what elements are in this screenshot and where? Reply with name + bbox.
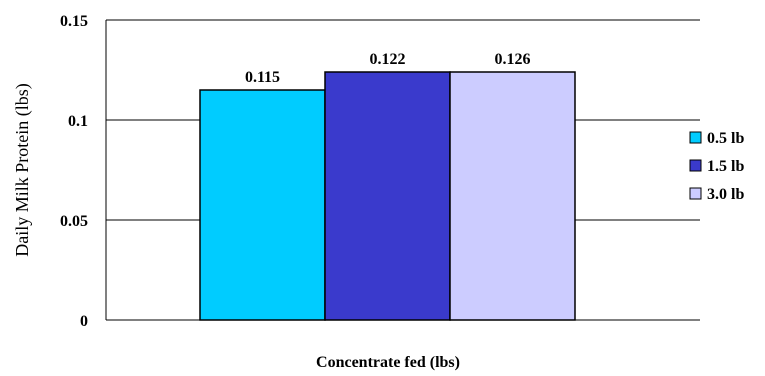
legend-label: 3.0 lb — [707, 186, 744, 203]
legend-swatch — [689, 159, 702, 172]
y-tick-label: 0.05 — [60, 213, 88, 230]
y-tick-label: 0.15 — [60, 13, 88, 30]
y-tick-label: 0.1 — [68, 113, 88, 130]
bar-3-0-lb — [449, 71, 576, 321]
data-label: 0.122 — [370, 51, 406, 68]
legend-label: 0.5 lb — [707, 130, 744, 147]
legend: 0.5 lb 1.5 lb 3.0 lb — [689, 130, 744, 203]
legend-swatch — [689, 131, 702, 144]
y-tick-labels: 0 0.05 0.1 0.15 — [60, 13, 88, 330]
legend-label: 1.5 lb — [707, 158, 744, 175]
data-labels: 0.115 0.122 0.126 — [245, 51, 531, 86]
data-label: 0.115 — [245, 69, 280, 86]
bar-0-5-lb — [199, 89, 326, 321]
y-tick-label: 0 — [80, 313, 88, 330]
y-axis-label: Daily Milk Protein (lbs) — [12, 83, 33, 257]
x-axis-label: Concentrate fed (lbs) — [316, 354, 460, 371]
bar-1-5-lb — [324, 71, 451, 321]
legend-swatch — [689, 187, 702, 200]
bars — [199, 71, 576, 321]
data-label: 0.126 — [495, 51, 531, 68]
